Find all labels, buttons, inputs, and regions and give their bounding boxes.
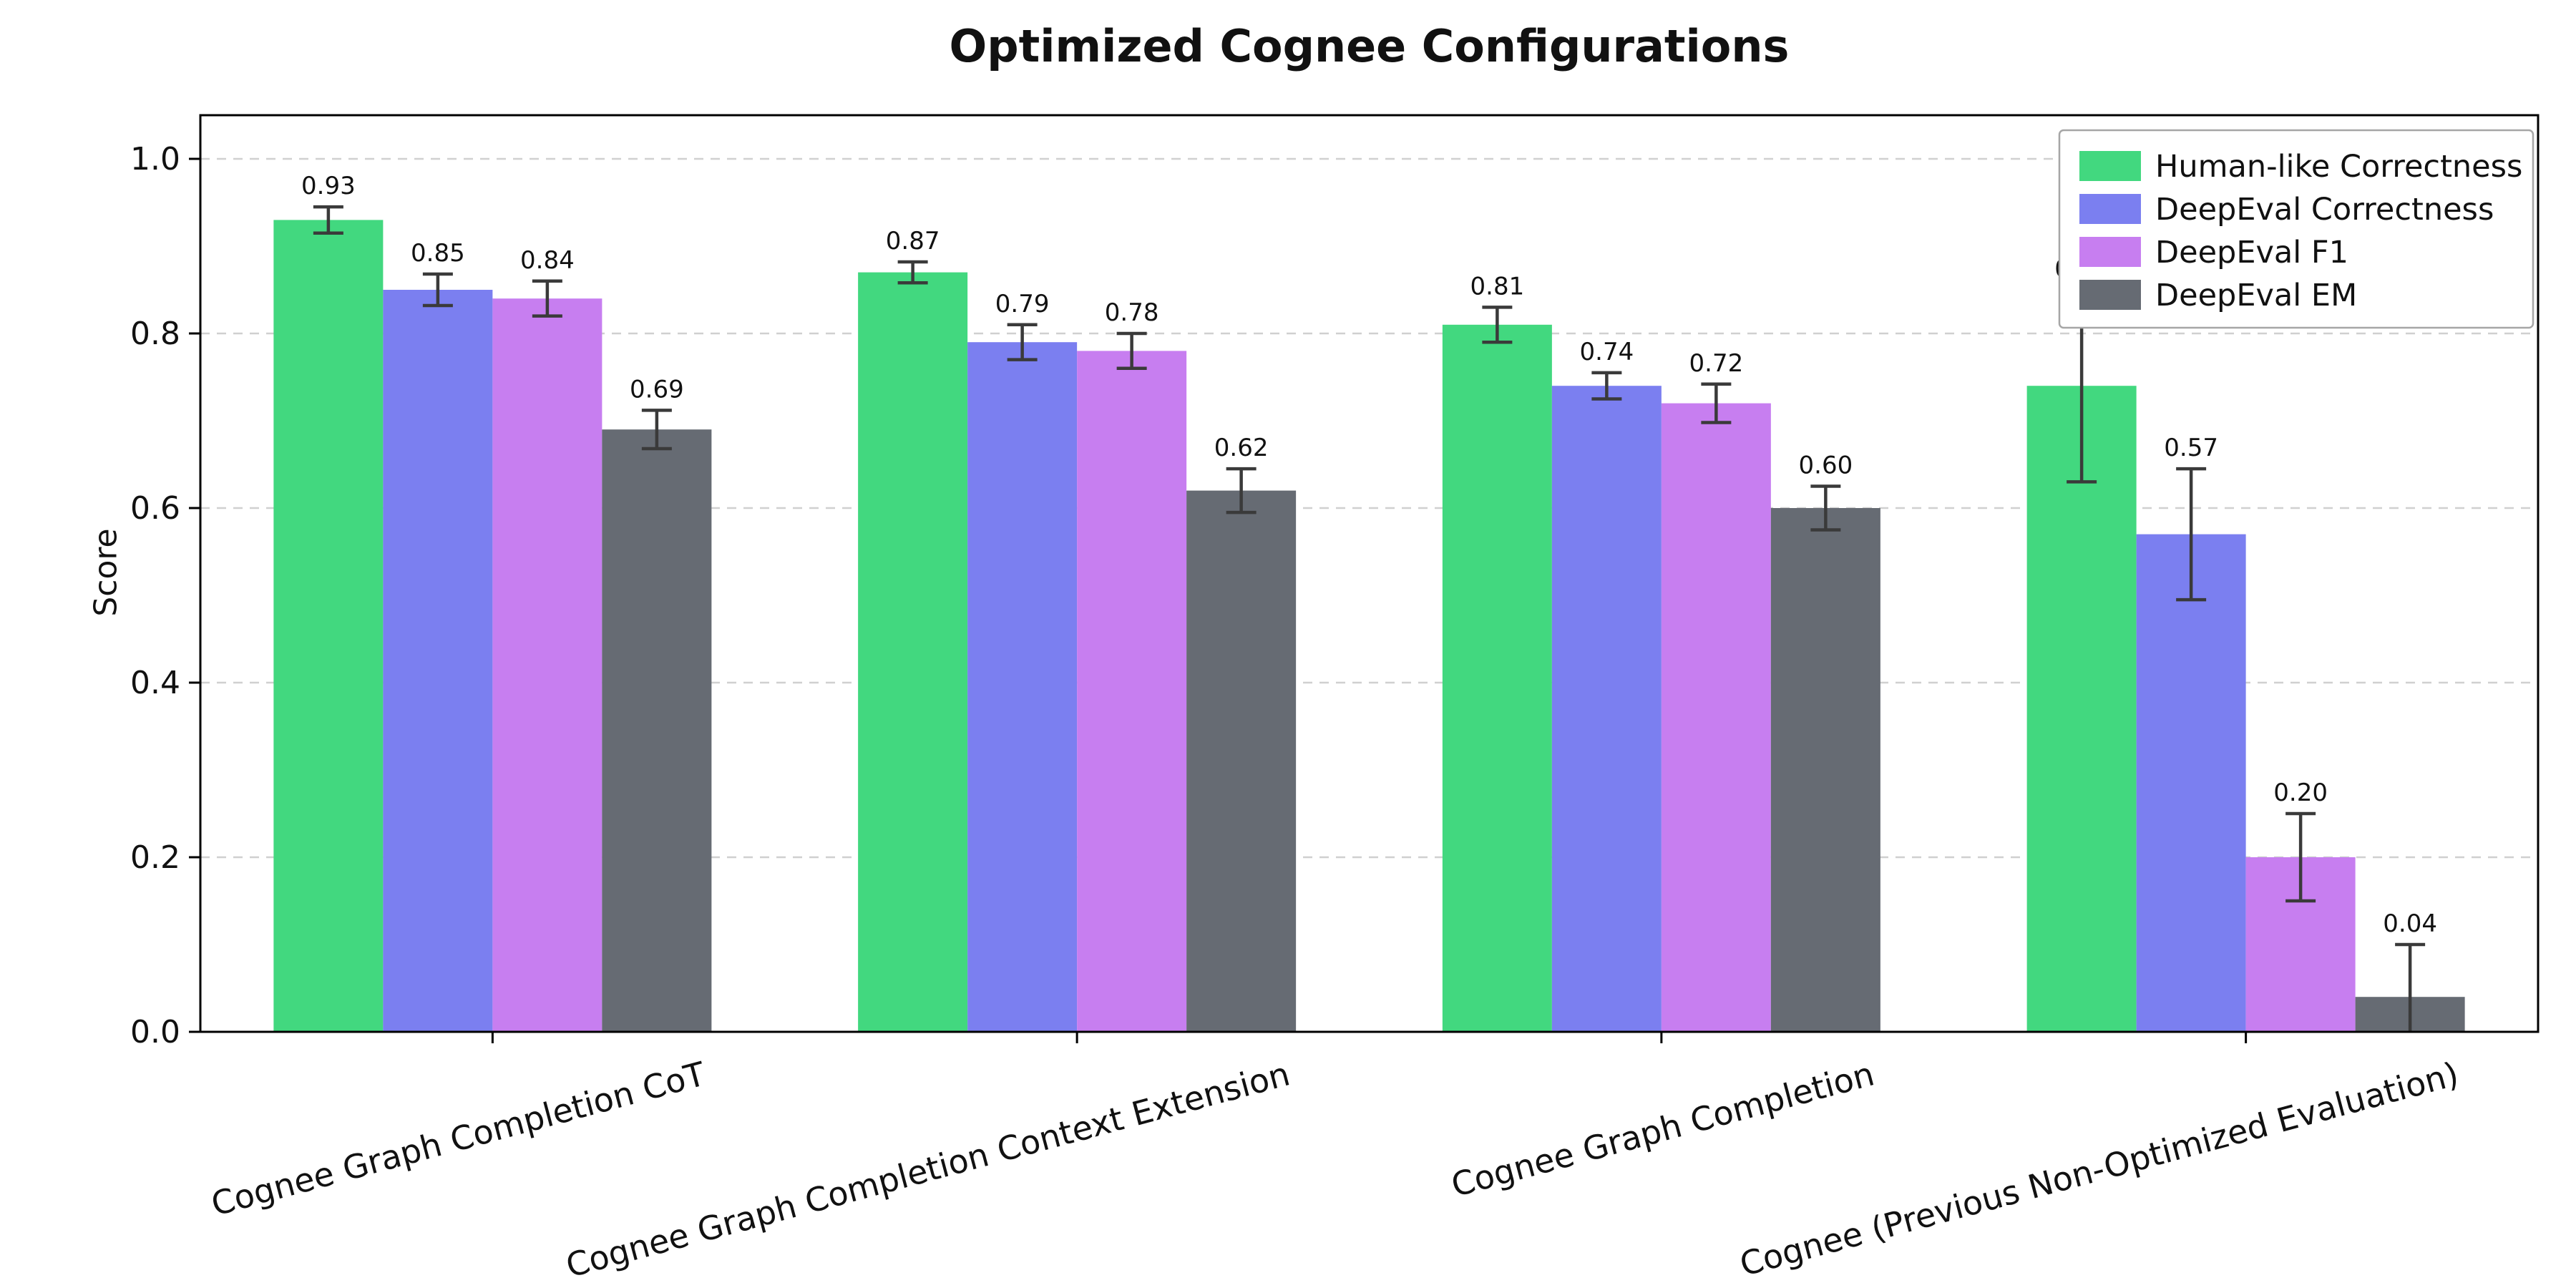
legend-swatch bbox=[2079, 237, 2141, 267]
legend-label: DeepEval Correctness bbox=[2155, 192, 2494, 228]
legend-swatch bbox=[2079, 151, 2141, 181]
y-tick-label: 0.6 bbox=[130, 490, 180, 527]
value-label: 0.78 bbox=[1105, 298, 1159, 327]
bar bbox=[967, 342, 1078, 1032]
value-label: 0.69 bbox=[630, 375, 684, 404]
y-tick-label: 0.8 bbox=[130, 316, 180, 352]
y-tick-label: 0.0 bbox=[130, 1014, 180, 1050]
value-label: 0.72 bbox=[1689, 349, 1744, 378]
chart-title: Optimized Cognee Configurations bbox=[949, 20, 1790, 72]
value-label: 0.93 bbox=[301, 172, 356, 200]
bar bbox=[1186, 490, 1297, 1032]
value-label: 0.57 bbox=[2164, 434, 2218, 462]
y-tick-label: 0.2 bbox=[130, 839, 180, 876]
value-label: 0.84 bbox=[520, 246, 575, 275]
value-label: 0.87 bbox=[886, 227, 940, 255]
bar bbox=[1077, 351, 1187, 1032]
value-label: 0.85 bbox=[411, 239, 465, 268]
bar bbox=[273, 220, 384, 1032]
legend-label: DeepEval EM bbox=[2155, 278, 2357, 313]
bar bbox=[1442, 324, 1552, 1032]
legend-label: DeepEval F1 bbox=[2155, 235, 2348, 270]
x-tick-label: Cognee Graph Completion bbox=[1447, 1054, 1878, 1204]
bar bbox=[2136, 534, 2246, 1032]
bar bbox=[492, 298, 602, 1033]
bar bbox=[858, 272, 968, 1033]
bar bbox=[1661, 403, 1771, 1032]
legend-swatch bbox=[2079, 280, 2141, 310]
bar bbox=[2026, 386, 2137, 1032]
y-tick-label: 1.0 bbox=[130, 141, 180, 177]
legend-swatch bbox=[2079, 194, 2141, 224]
legend-box bbox=[2058, 129, 2534, 329]
value-label: 0.60 bbox=[1799, 452, 1853, 480]
value-label: 0.62 bbox=[1214, 434, 1269, 462]
value-label: 0.20 bbox=[2273, 779, 2328, 807]
bar bbox=[1770, 508, 1880, 1032]
y-tick-label: 0.4 bbox=[130, 665, 180, 701]
value-label: 0.74 bbox=[1580, 338, 1634, 366]
plot-border bbox=[199, 114, 2540, 1033]
value-label: 0.81 bbox=[1470, 272, 1525, 301]
value-label: 0.04 bbox=[2383, 909, 2437, 938]
bar bbox=[602, 429, 712, 1032]
value-label: 0.79 bbox=[995, 290, 1050, 318]
legend-label: Human-like Correctness bbox=[2155, 149, 2522, 185]
bar bbox=[383, 290, 493, 1032]
x-tick-label: Cognee Graph Completion CoT bbox=[207, 1054, 710, 1224]
bar bbox=[1551, 386, 1662, 1032]
